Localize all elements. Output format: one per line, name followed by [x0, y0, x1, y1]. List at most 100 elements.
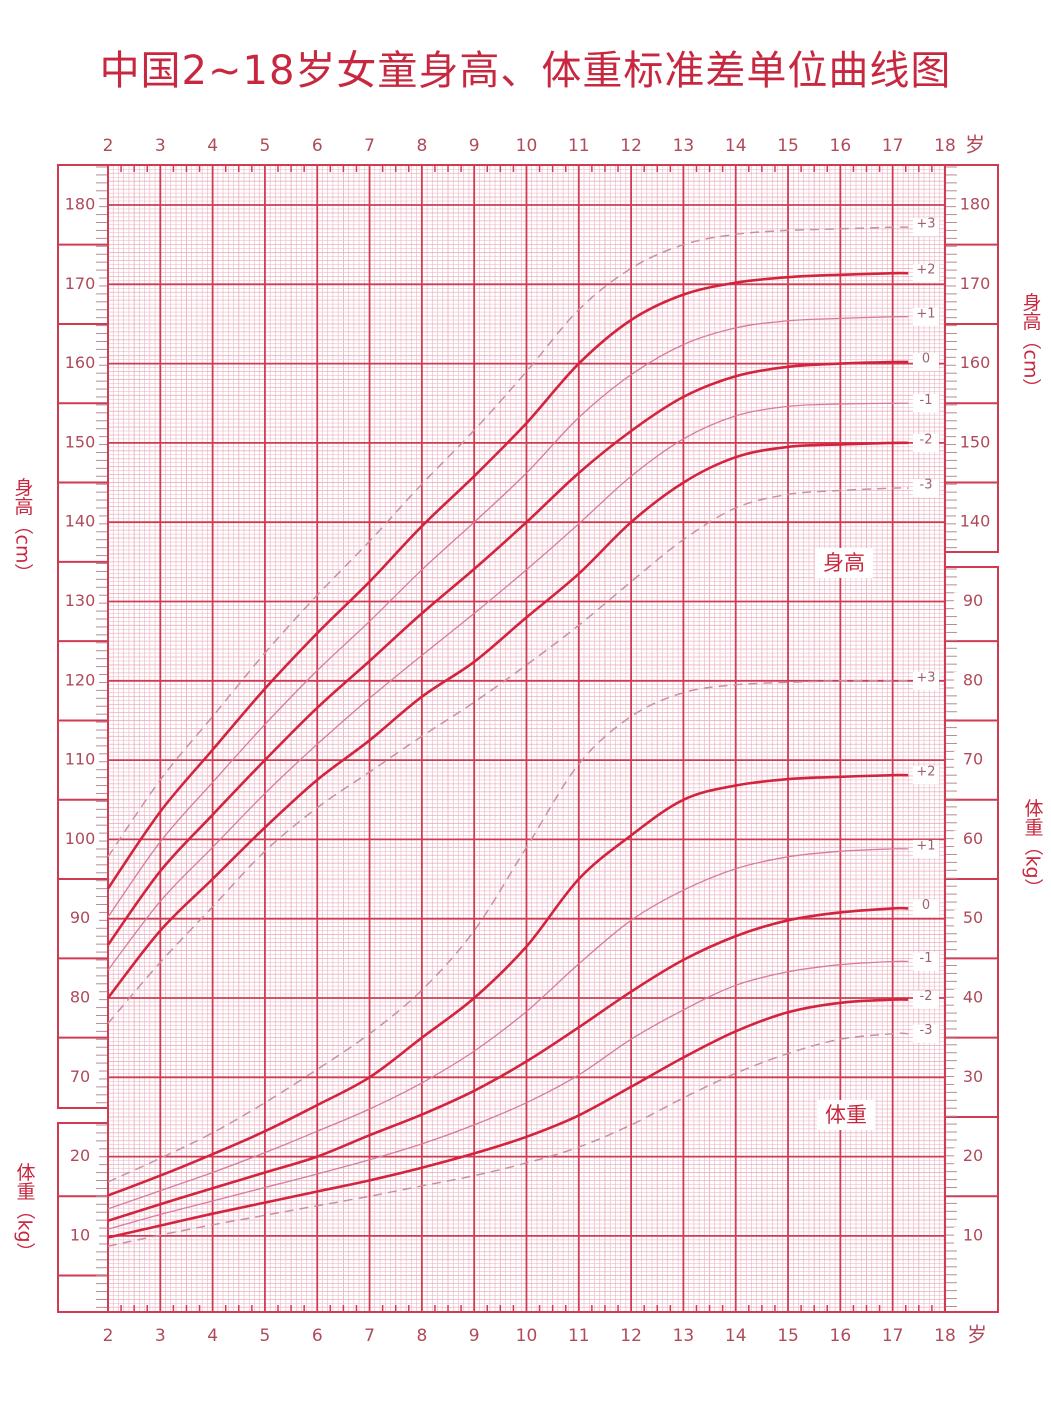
weight-sd-label: +1 — [916, 838, 935, 853]
age-tick-label-top: 11 — [568, 136, 590, 156]
right-weight-tick-label-bg — [954, 1068, 992, 1087]
height-sd-label-bg — [913, 433, 939, 452]
right-weight-tick-label-bg — [954, 830, 992, 849]
right-height-tick-label: 160 — [960, 353, 991, 372]
age-tick-label-bottom: 4 — [207, 1326, 218, 1346]
left-height-tick-label: 140 — [65, 512, 96, 531]
weight-curve-sd-0 — [107, 906, 909, 1223]
right-weight-tick-label-bg — [954, 751, 992, 770]
right-height-tick-label: 150 — [960, 432, 991, 451]
right-height-tick-label-bg — [956, 513, 994, 532]
height-curve-sd-plus1 — [107, 316, 909, 918]
weight-curve-sd-plus2 — [107, 773, 909, 1197]
left-height-tick-label: 150 — [65, 432, 96, 451]
age-tick-label-top: 17 — [882, 136, 904, 156]
left-height-tick-label: 100 — [65, 829, 96, 848]
left-weight-tick-label-bg — [61, 1226, 99, 1245]
height-sd-label-bg — [913, 394, 939, 413]
weight-curve-sd-plus3 — [107, 679, 909, 1183]
right-weight-tick-label: 20 — [963, 1146, 983, 1165]
age-tick-label-top: 10 — [516, 136, 538, 156]
right-weight-tick-label-bg — [954, 1147, 992, 1166]
age-unit-label-bottom: 岁 — [967, 1323, 987, 1347]
weight-section-label-bg — [817, 1100, 875, 1130]
right-height-tick-label: 140 — [960, 512, 991, 531]
age-tick-label-bottom: 9 — [469, 1326, 480, 1346]
height-sd-label-bg — [913, 264, 939, 283]
right-weight-tick-label-bg — [954, 671, 992, 690]
age-tick-label-bottom: 7 — [364, 1326, 375, 1346]
right-height-tick-label-bg — [956, 196, 994, 214]
age-tick-label-top: 3 — [155, 136, 166, 156]
left-height-tick-label-bg — [61, 830, 99, 849]
height-section-label: 身高 — [823, 551, 865, 575]
weight-curve-sd-minus3 — [107, 1032, 909, 1247]
left-height-tick-label-bg — [61, 751, 99, 770]
left-height-scale-box — [57, 164, 109, 1109]
right-weight-tick-label: 10 — [963, 1225, 983, 1244]
right-weight-tick-label: 70 — [963, 750, 983, 769]
right-weight-tick-label-bg — [954, 1226, 992, 1245]
weight-sd-label: +3 — [916, 670, 935, 685]
left-height-tick-label: 110 — [65, 750, 96, 769]
right-weight-tick-label-bg — [954, 989, 992, 1007]
left-height-axis-title: 身高（cm） — [11, 477, 34, 583]
height-section-label-bg — [815, 548, 873, 578]
height-sd-label: +2 — [916, 263, 935, 278]
weight-sd-label: 0 — [922, 898, 930, 913]
height-curve-sd-minus3 — [107, 487, 909, 1024]
age-tick-label-bottom: 10 — [516, 1326, 538, 1346]
left-height-tick-label: 180 — [65, 195, 96, 214]
age-tick-label-top: 18 — [934, 136, 956, 156]
age-tick-label-bottom: 11 — [568, 1326, 590, 1346]
right-weight-tick-label: 90 — [963, 591, 983, 610]
age-tick-label-top: 6 — [312, 136, 323, 156]
age-tick-label-bottom: 18 — [934, 1326, 956, 1346]
height-sd-label-bg — [913, 479, 939, 498]
right-weight-tick-label: 60 — [963, 829, 983, 848]
left-height-tick-label-bg — [61, 989, 99, 1007]
height-sd-label-bg — [913, 218, 939, 237]
weight-sd-label-bg — [913, 899, 939, 918]
left-height-tick-label-bg — [61, 354, 99, 373]
age-tick-label-bottom: 13 — [673, 1326, 695, 1346]
left-height-tick-label-bg — [61, 909, 99, 928]
right-weight-tick-label-bg — [954, 592, 992, 611]
right-weight-tick-label: 30 — [963, 1067, 983, 1086]
chart-title: 中国2~18岁女童身高、体重标准差单位曲线图 — [99, 48, 952, 94]
height-curve-sd-plus2 — [106, 271, 909, 890]
right-weight-tick-label: 80 — [963, 670, 983, 689]
right-height-tick-label-bg — [956, 275, 994, 294]
left-height-tick-label: 170 — [65, 274, 96, 293]
age-tick-label-top: 9 — [469, 136, 480, 156]
height-curve-sd-plus3 — [107, 226, 909, 858]
right-height-tick-label-bg — [956, 433, 994, 452]
age-tick-label-bottom: 6 — [312, 1326, 323, 1346]
weight-sd-label-bg — [913, 766, 939, 785]
age-tick-label-bottom: 16 — [830, 1326, 852, 1346]
age-tick-label-top: 7 — [364, 136, 375, 156]
age-tick-label-top: 16 — [830, 136, 852, 156]
weight-sd-label: -3 — [920, 1023, 933, 1038]
left-height-tick-label-bg — [61, 196, 99, 214]
weight-sd-label-bg — [913, 1024, 939, 1043]
age-tick-label-top: 8 — [416, 136, 427, 156]
age-tick-label-top: 4 — [207, 136, 218, 156]
right-weight-tick-label: 40 — [963, 988, 983, 1007]
left-height-tick-label-bg — [61, 592, 99, 611]
age-tick-label-bottom: 17 — [882, 1326, 904, 1346]
left-height-tick-label: 90 — [70, 908, 90, 927]
height-sd-label: 0 — [922, 352, 930, 367]
age-tick-label-top: 5 — [260, 136, 271, 156]
age-tick-label-bottom: 14 — [725, 1326, 747, 1346]
left-height-tick-label: 70 — [70, 1067, 90, 1086]
right-height-tick-label: 180 — [960, 195, 991, 214]
height-sd-label: -2 — [920, 432, 933, 447]
height-curve-sd-minus1 — [107, 402, 909, 971]
height-sd-label: -1 — [920, 393, 933, 408]
left-height-tick-label-bg — [61, 1068, 99, 1087]
age-tick-label-top: 14 — [725, 136, 747, 156]
height-curve-sd-minus2 — [106, 441, 909, 999]
age-tick-label-bottom: 5 — [260, 1326, 271, 1346]
